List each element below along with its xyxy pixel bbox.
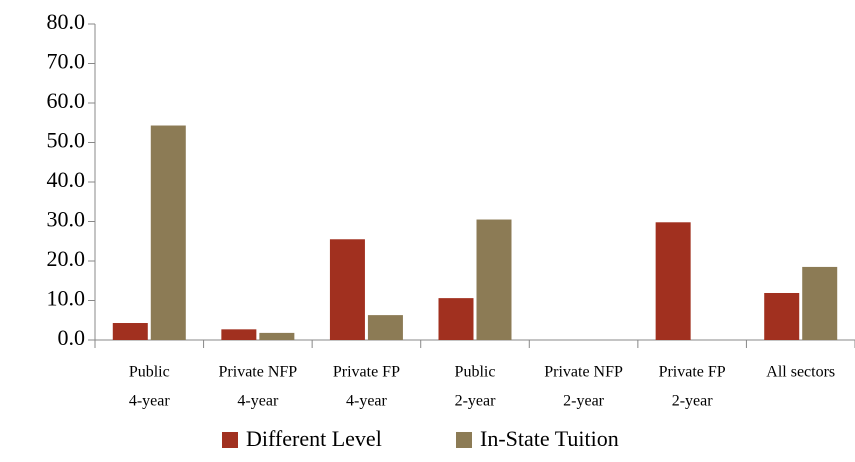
y-tick-label: 10.0 — [47, 286, 86, 311]
bar — [655, 222, 691, 340]
y-tick-label: 20.0 — [47, 246, 86, 271]
bar — [329, 239, 365, 340]
bar — [764, 292, 800, 340]
x-tick-label: 4-year — [346, 393, 388, 410]
legend-swatch — [456, 432, 472, 448]
legend-label: Different Level — [246, 426, 382, 451]
x-tick-label: Private FP — [659, 364, 726, 381]
legend-swatch — [222, 432, 238, 448]
x-tick-label: 4-year — [129, 393, 171, 410]
x-tick-label: 2-year — [672, 393, 714, 410]
x-tick-label: 4-year — [237, 393, 279, 410]
bar — [112, 323, 148, 340]
x-tick-label: Private NFP — [544, 364, 623, 381]
x-tick-label: Public — [129, 364, 170, 381]
bar — [476, 219, 512, 340]
y-tick-label: 50.0 — [47, 128, 86, 153]
x-tick-label: Private FP — [333, 364, 400, 381]
x-tick-label: 2-year — [563, 393, 605, 410]
legend-label: In-State Tuition — [480, 426, 619, 451]
x-tick-label: Private NFP — [219, 364, 298, 381]
y-tick-label: 40.0 — [47, 167, 86, 192]
y-tick-label: 80.0 — [47, 9, 86, 34]
bar — [259, 332, 295, 340]
y-tick-label: 60.0 — [47, 88, 86, 113]
bar — [221, 329, 257, 340]
bar — [438, 298, 474, 340]
y-tick-label: 0.0 — [58, 325, 86, 350]
bar — [150, 125, 186, 340]
x-tick-label: All sectors — [766, 364, 835, 381]
bar — [367, 315, 403, 340]
x-tick-label: 2-year — [455, 393, 497, 410]
bar — [802, 266, 838, 340]
x-tick-label: Public — [455, 364, 496, 381]
y-tick-label: 30.0 — [47, 207, 86, 232]
y-tick-label: 70.0 — [47, 49, 86, 74]
